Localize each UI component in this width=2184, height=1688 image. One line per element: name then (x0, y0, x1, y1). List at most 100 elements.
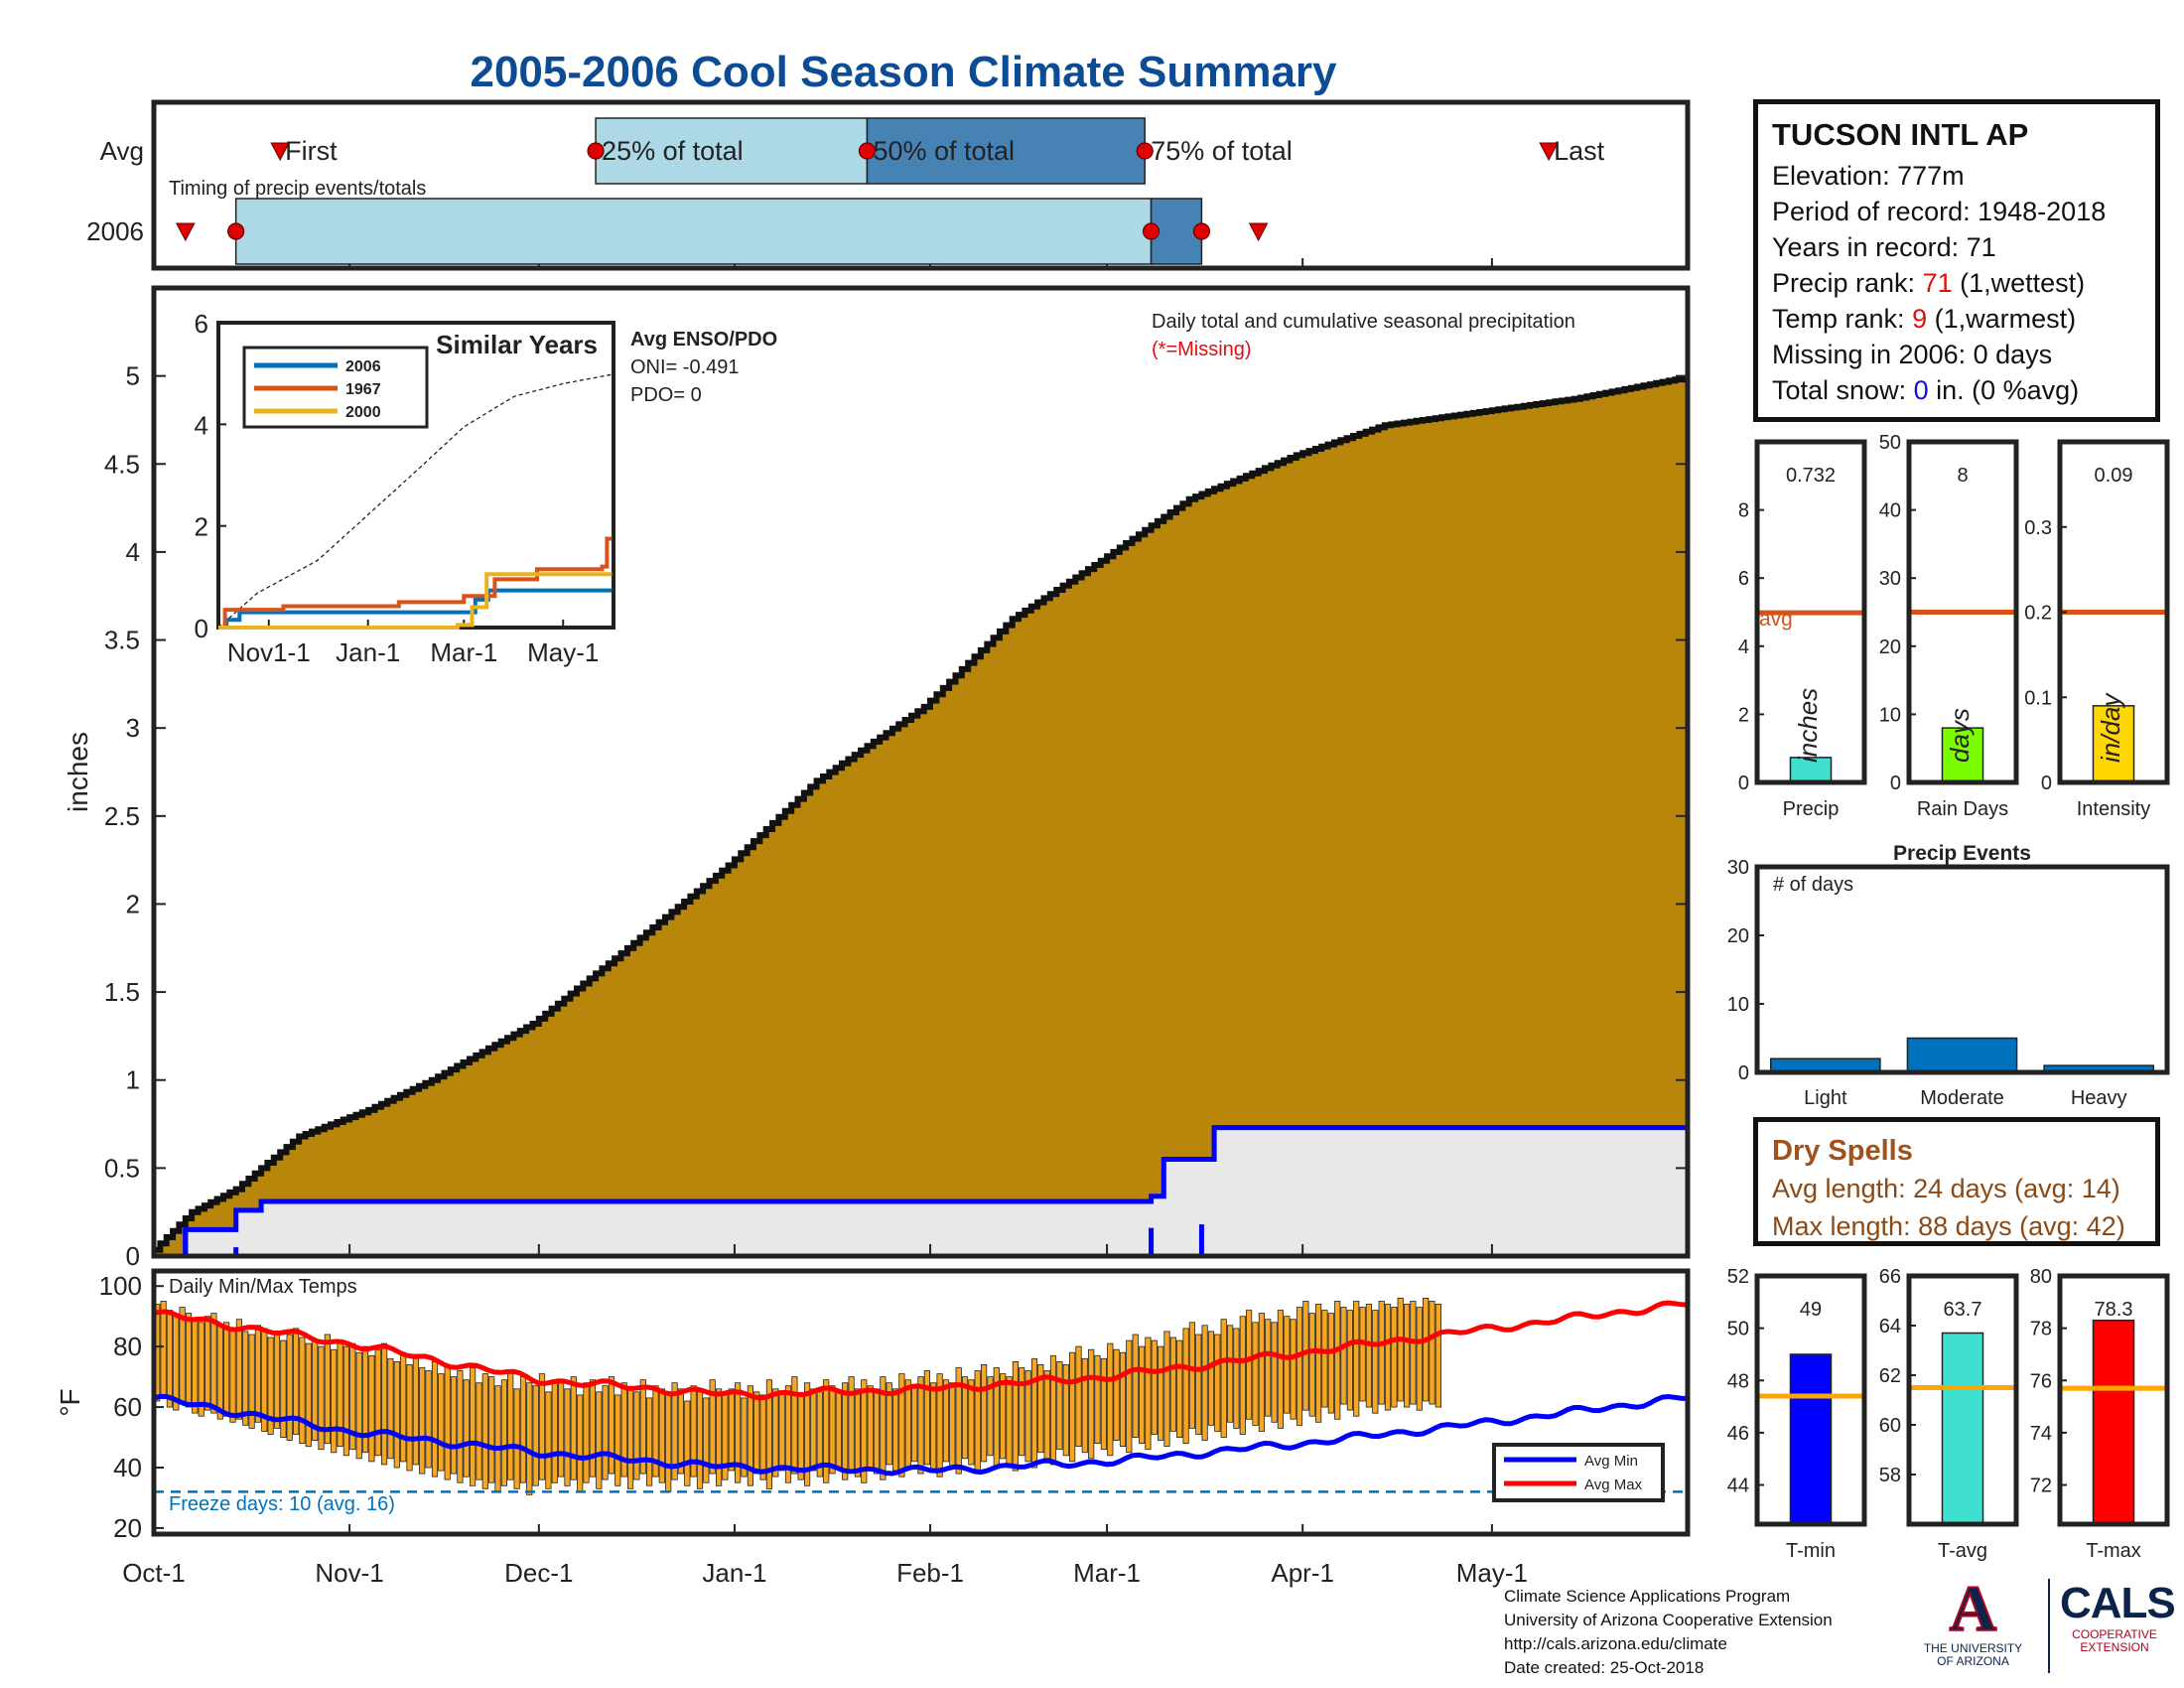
temp-daily-bar (861, 1379, 868, 1483)
temp-daily-bar (1088, 1348, 1095, 1460)
precip-events-ytick-label-2: 20 (1727, 925, 1749, 947)
tmax-ytick-label-1: 74 (2030, 1423, 2052, 1445)
precip-ytick-label-6: 3 (126, 713, 140, 743)
temp-daily-bar (1227, 1325, 1234, 1423)
temp-daily-bar (696, 1391, 704, 1489)
temp-daily-bar (1030, 1357, 1038, 1469)
temp-daily-bar (577, 1394, 584, 1492)
rain_days-ytick-label-2: 20 (1879, 636, 1901, 658)
temp-daily-bar (1220, 1319, 1227, 1438)
temp-daily-bar (1119, 1351, 1127, 1447)
temp-daily-bar (867, 1385, 874, 1469)
temp-daily-bar (1176, 1339, 1183, 1438)
season_precip-value-bar (1789, 757, 1833, 783)
temp-daily-bar (671, 1382, 678, 1480)
rain_days-category-label: Rain Days (1917, 798, 2008, 820)
temp-rank-value: 9 (1912, 304, 1928, 334)
precip-rank-value: 71 (1922, 268, 1953, 298)
temp-daily-bar (804, 1382, 811, 1486)
cals-logo-line-2: EXTENSION (2080, 1640, 2149, 1654)
tmin-ytick-label-1: 46 (1727, 1423, 1749, 1445)
temp-daily-bar (1126, 1339, 1133, 1454)
temp-daily-bar (1049, 1354, 1057, 1466)
similar-ytick-label-0: 0 (195, 614, 208, 643)
temp-daily-bar (342, 1345, 350, 1457)
temp-daily-bar (248, 1334, 255, 1429)
timing-label-p50: 50% of total (873, 136, 1015, 166)
temp-daily-bar (1132, 1334, 1139, 1438)
temp-daily-bar (1100, 1357, 1107, 1451)
temp-xtick-label-6: Apr-1 (1271, 1558, 1334, 1588)
temp-daily-bar (1429, 1301, 1435, 1405)
timing-2006-p25-marker (227, 222, 245, 240)
temp-daily-bar (633, 1391, 640, 1480)
temp-daily-bar (911, 1385, 918, 1463)
tmax-category-label: T-max (2086, 1540, 2141, 1562)
enso-title: Avg ENSO/PDO (630, 329, 777, 351)
similar-xtick-label-2: Mar-1 (430, 637, 497, 667)
temp-daily-bar (765, 1379, 773, 1489)
temp-ytick-label-3: 80 (113, 1332, 142, 1361)
timing-ylabel-avg: Avg (100, 136, 144, 166)
temp-daily-bar (1302, 1301, 1309, 1411)
temp-daily-bar (583, 1382, 590, 1483)
precip-missing-note: (*=Missing) (1152, 339, 1252, 360)
avg-min-line (153, 1393, 1689, 1477)
temp-daily-bar (753, 1391, 760, 1475)
temp-daily-bar (816, 1391, 823, 1477)
temp-daily-bar (1151, 1339, 1158, 1435)
avg-max-line (153, 1300, 1689, 1401)
temp-daily-bar (898, 1373, 905, 1477)
similar-xtick-label-0: Nov1-1 (227, 637, 311, 667)
temp-daily-bar (1284, 1316, 1291, 1414)
timing-avg-bar-50-75 (866, 117, 1146, 185)
temp-daily-bar (235, 1319, 242, 1420)
temp-daily-bar (558, 1382, 565, 1477)
precip-rank-prefix: Precip rank: (1772, 268, 1923, 298)
temp-daily-bar (589, 1379, 597, 1477)
intensity-ytick-label-0: 0 (2041, 773, 2052, 794)
ua-logo-line-1: THE UNIVERSITY (1923, 1641, 2023, 1655)
legend-avg-min-label: Avg Min (1584, 1453, 1638, 1470)
temp-daily-bar (735, 1382, 742, 1483)
precip-panel-frame (151, 285, 1691, 1259)
similar-average-dashed-line (217, 373, 613, 629)
enso-oni: ONI= -0.491 (630, 356, 740, 378)
tmin-category-label: T-min (1786, 1540, 1836, 1562)
tavg-panel-frame (1906, 1273, 2019, 1527)
temp-daily-bar (1416, 1307, 1423, 1411)
temp-daily-bar (677, 1388, 685, 1475)
timing-label-first: First (285, 136, 338, 166)
temp-daily-bar (1113, 1348, 1120, 1441)
temp-daily-bar (961, 1376, 969, 1460)
temp-ytick-label-1: 40 (113, 1453, 142, 1482)
temp-daily-bar (368, 1354, 375, 1463)
temp-daily-bar (1321, 1310, 1328, 1408)
temp-daily-bar (324, 1334, 332, 1445)
temp-daily-bar (160, 1301, 167, 1399)
temp-daily-bar (400, 1351, 407, 1463)
precip-ytick-label-10: 5 (126, 361, 140, 391)
station-years: Years in record: 71 (1772, 232, 1996, 262)
temp-daily-bar (772, 1388, 779, 1477)
temp-daily-bar (1327, 1313, 1334, 1414)
temp-daily-bar (551, 1379, 558, 1483)
tavg-category-label: T-avg (1938, 1540, 1987, 1562)
temp-daily-bar (1290, 1319, 1297, 1420)
precip-ytick-label-1: 0.5 (104, 1153, 140, 1183)
temp-daily-bar (1346, 1310, 1353, 1411)
snow-prefix: Total snow: (1772, 375, 1914, 405)
tmax-ytick-label-0: 72 (2030, 1476, 2052, 1497)
temp-daily-bar (1006, 1376, 1013, 1466)
temp-daily-bar (684, 1400, 691, 1486)
temp-daily-bar (222, 1322, 230, 1417)
temp-daily-bar (1043, 1370, 1050, 1460)
cals-logo-text: CALS (2060, 1579, 2176, 1627)
station-name: TUCSON INTL AP (1772, 117, 2029, 152)
tmax-ytick-label-4: 80 (2030, 1266, 2052, 1288)
temp-daily-bar (412, 1357, 420, 1466)
temp-daily-bar (968, 1379, 975, 1466)
timing-2006-p75-marker (1192, 222, 1211, 240)
temp-daily-bar (507, 1370, 514, 1480)
